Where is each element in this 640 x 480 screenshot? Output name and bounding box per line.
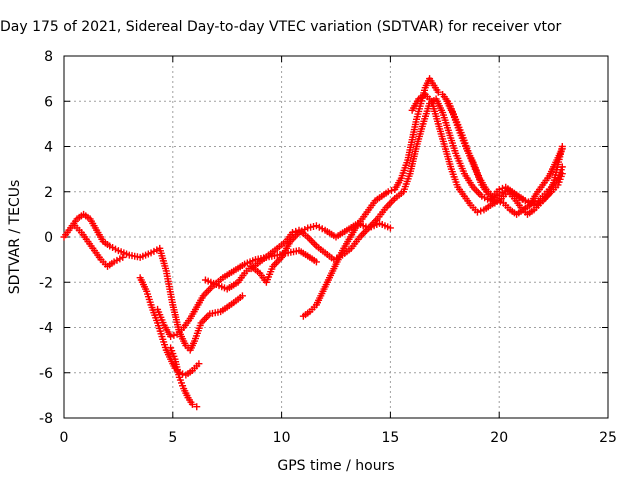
data-point	[387, 187, 395, 195]
y-tick-label: -4	[39, 321, 53, 337]
y-tick-label: 2	[44, 185, 53, 201]
data-point	[238, 292, 246, 300]
data-point	[384, 188, 392, 196]
data-point	[312, 258, 320, 266]
data-point	[195, 360, 203, 368]
y-tick-label: -8	[39, 411, 53, 427]
y-tick-label: -6	[39, 366, 53, 382]
data-point	[288, 228, 296, 236]
data-point	[558, 145, 566, 153]
data-point	[119, 253, 127, 261]
data-point	[496, 198, 504, 206]
data-point	[493, 197, 501, 205]
data-point	[521, 197, 529, 205]
data-point	[434, 88, 442, 96]
data-point	[473, 208, 481, 216]
y-axis-label: SDTVAR / TECUs	[7, 180, 23, 295]
x-tick-label: 5	[168, 430, 177, 446]
x-tick-label: 0	[60, 430, 69, 446]
data-point	[525, 198, 533, 206]
axis-ticks: 0 5 10 15 20 25 -8 -6 -4 -2 0 2 4 6 8	[39, 49, 617, 446]
y-tick-label: 0	[44, 230, 53, 246]
x-tick-label: 25	[599, 430, 617, 446]
data-point	[170, 331, 178, 339]
data-point	[528, 199, 536, 207]
data-point	[188, 400, 196, 408]
y-tick-label: 8	[44, 49, 53, 65]
x-axis-label: GPS time / hours	[277, 458, 394, 474]
data-point	[193, 403, 201, 411]
data-point	[558, 163, 566, 171]
y-tick-label: 4	[44, 140, 53, 156]
data-point	[495, 185, 503, 193]
data-point	[531, 198, 539, 206]
grid	[64, 56, 608, 418]
data-points	[60, 75, 566, 411]
chart-title: Day 175 of 2021, Sidereal Day-to-day VTE…	[0, 19, 562, 35]
x-tick-label: 10	[273, 430, 291, 446]
x-tick-label: 15	[381, 430, 399, 446]
data-point	[386, 224, 394, 232]
data-point	[477, 207, 485, 215]
y-tick-label: -2	[39, 275, 53, 291]
y-tick-label: 6	[44, 94, 53, 110]
x-tick-label: 20	[490, 430, 508, 446]
data-point	[167, 333, 175, 341]
